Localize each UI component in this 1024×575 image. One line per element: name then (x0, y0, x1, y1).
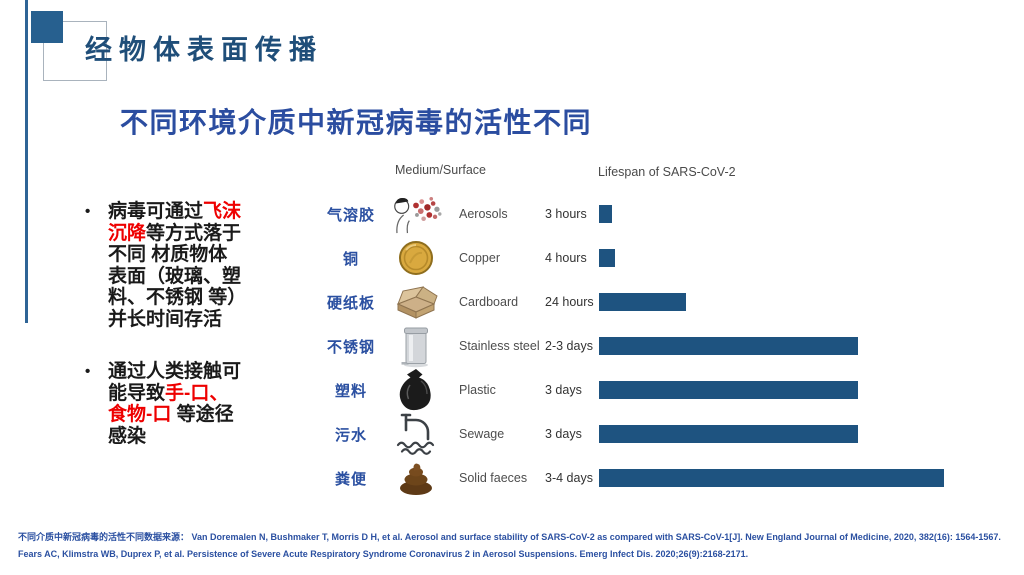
chart-row: 不锈钢 Stainless steel 2-3 days (315, 324, 995, 368)
chart-row: 塑料 Plastic 3 days (315, 368, 995, 412)
medium-label-en: Sewage (459, 427, 505, 441)
medium-label-en: Stainless steel (459, 339, 540, 353)
medium-label-zh: 铜 (342, 250, 359, 268)
lifespan-bar (599, 293, 686, 311)
lifespan-duration: 3-4 days (545, 471, 593, 485)
medium-label-en: Copper (459, 251, 500, 265)
chart-row: 铜 Copper 4 hours (315, 236, 995, 280)
lifespan-duration: 3 days (545, 383, 582, 397)
slide-subtitle: 不同环境介质中新冠病毒的活性不同 (120, 107, 593, 138)
medium-label-en: Solid faeces (459, 471, 528, 485)
medium-label-zh: 粪便 (334, 470, 367, 488)
medium-label-zh: 污水 (334, 426, 367, 444)
chart-header-medium-surface: Medium/Surface (395, 163, 487, 177)
lifespan-duration: 2-3 days (545, 339, 593, 353)
bullet-item-1: • 病毒可通过飞沫 沉降等方式落于 不同 材质物体 表面（玻璃、塑 料、不锈钢 等… (85, 201, 265, 330)
lifespan-bar (599, 425, 858, 443)
chart-header-lifespan: Lifespan of SARS-CoV-2 (598, 165, 736, 179)
medium-label-zh: 不锈钢 (326, 338, 375, 356)
body-text: 等途径 感染 (108, 404, 234, 447)
sneeze-aerosol-icon (387, 192, 445, 236)
plastic-bag-icon (387, 368, 445, 412)
body-text: 病毒可通过 (108, 201, 204, 222)
bullet-text: 通过人类接触可 能导致手-口、 食物-口 等途径 感染 (108, 361, 241, 447)
decor-vertical-line (25, 0, 28, 323)
sewage-pipe-icon (387, 412, 445, 456)
medium-label-zh: 硬纸板 (326, 294, 375, 312)
highlighted-text: 手-口、 食物-口 (108, 382, 229, 426)
slide-title: 经物体表面传播 (85, 35, 323, 65)
chart-row: 气溶胶 Aerosols 3 hours (315, 192, 995, 236)
bullet-marker: • (85, 203, 91, 220)
lifespan-bar (599, 205, 612, 223)
bullet-list: • 病毒可通过飞沫 沉降等方式落于 不同 材质物体 表面（玻璃、塑 料、不锈钢 等… (85, 201, 265, 478)
bullet-item-2: • 通过人类接触可 能导致手-口、 食物-口 等途径 感染 (85, 361, 265, 447)
decor-filled-square (31, 11, 63, 43)
lifespan-bar (599, 249, 615, 267)
stainless-trashcan-icon (387, 324, 445, 368)
cardboard-box-icon (387, 280, 445, 324)
medium-label-en: Cardboard (459, 295, 519, 309)
lifespan-duration: 3 days (545, 427, 582, 441)
lifespan-duration: 4 hours (545, 251, 587, 265)
medium-label-zh: 塑料 (334, 382, 367, 400)
body-text: 等方式落于 不同 材质物体 表面（玻璃、塑 料、不锈钢 等） 并长时间存活 (108, 222, 247, 330)
citation-line-2: Fears AC, Klimstra WB, Duprex P, et al. … (18, 549, 749, 559)
bullet-text: 病毒可通过飞沫 沉降等方式落于 不同 材质物体 表面（玻璃、塑 料、不锈钢 等）… (108, 201, 246, 330)
medium-label-en: Plastic (459, 383, 496, 397)
copper-coin-icon (387, 236, 445, 280)
medium-label-en: Aerosols (459, 207, 508, 221)
lifespan-bar (599, 469, 944, 487)
faeces-icon (387, 456, 445, 500)
chart-row: 污水 Sewage 3 days (315, 412, 995, 456)
lifespan-chart: Medium/Surface Lifespan of SARS-CoV-2 气溶… (315, 158, 995, 518)
chart-row: 硬纸板 Cardboard 24 hours (315, 280, 995, 324)
body-text: 通过人类接触可 能导致 (108, 361, 242, 404)
bullet-marker: • (85, 363, 91, 380)
medium-label-zh: 气溶胶 (326, 206, 375, 224)
chart-rows: 气溶胶 Aerosols 3 hours 铜 Copper 4 hours 硬纸板 Cardb… (315, 192, 995, 500)
lifespan-bar (599, 337, 858, 355)
lifespan-duration: 24 hours (545, 295, 594, 309)
lifespan-bar (599, 381, 858, 399)
decor-outline-square (43, 21, 107, 81)
lifespan-duration: 3 hours (545, 207, 587, 221)
highlighted-text: 飞沫 沉降 (108, 201, 242, 244)
chart-row: 粪便 Solid faeces 3-4 days (315, 456, 995, 500)
citation-line-1: 不同介质中新冠病毒的活性不同数据来源： Van Doremalen N, Bus… (18, 532, 1001, 542)
